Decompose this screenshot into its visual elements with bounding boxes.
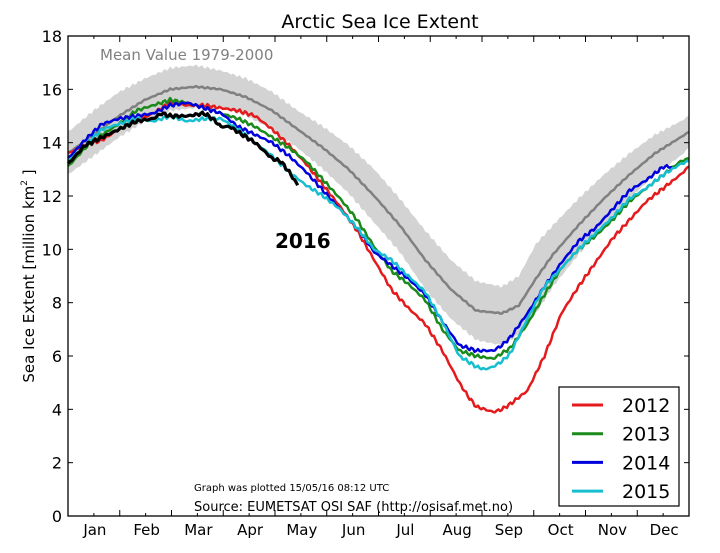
x-tick-label-apr: Apr	[237, 521, 264, 539]
legend: 2012 2013 2014 2015	[558, 386, 680, 507]
y-axis-label: Sea Ice Extent [million km2 ]	[20, 169, 38, 382]
year-2016-label: 2016	[275, 229, 331, 253]
x-tick-label-jan: Jan	[82, 521, 106, 539]
y-axis-label-main: Sea Ice Extent [million km	[20, 186, 38, 383]
y-tick-label: 10	[42, 240, 62, 259]
plot-area: 0 2 4 6 8 10 12 14 16 18 Jan Feb Mar Apr May Jun Jul Aug S…	[42, 27, 690, 539]
y-tick-label: 4	[52, 400, 62, 419]
mean-band-layer	[67, 64, 690, 347]
x-tick-label-sep: Sep	[495, 521, 523, 539]
chart-title: Arctic Sea Ice Extent	[281, 11, 478, 33]
series-line-2012	[67, 99, 690, 414]
x-tick-label-jun: Jun	[341, 521, 365, 539]
y-tick-label: 14	[42, 134, 62, 153]
plotted-timestamp: Graph was plotted 15/05/16 08:12 UTC	[194, 483, 389, 494]
series-line-2014	[67, 101, 673, 354]
series-line-2015	[67, 112, 690, 371]
y-tick-label: 6	[52, 347, 62, 366]
mean-range-band	[68, 64, 689, 347]
mean-line	[67, 84, 690, 315]
y-tick-label: 16	[42, 80, 62, 99]
x-tick-label-may: May	[286, 521, 317, 539]
x-tick-label-mar: Mar	[184, 521, 213, 539]
source-credit: Source: EUMETSAT OSI SAF (http://osisaf.…	[194, 500, 513, 515]
mean-value-label: Mean Value 1979-2000	[100, 46, 273, 64]
x-tick-label-aug: Aug	[442, 521, 471, 539]
series-layer	[66, 96, 690, 414]
y-tick-label: 2	[52, 454, 62, 473]
tick-layer: 0 2 4 6 8 10 12 14 16 18 Jan Feb Mar Apr May Jun Jul Aug S…	[42, 27, 690, 539]
x-tick-label-jul: Jul	[395, 521, 414, 539]
x-tick-label-feb: Feb	[133, 521, 160, 539]
x-tick-label-dec: Dec	[650, 521, 679, 539]
x-tick-label-nov: Nov	[598, 521, 627, 539]
y-tick-label: 18	[42, 27, 62, 46]
legend-label-2015: 2015	[622, 481, 670, 503]
series-line-2016	[66, 110, 300, 187]
y-tick-label: 0	[52, 507, 62, 526]
legend-box	[558, 386, 680, 507]
x-tick-label-oct: Oct	[548, 521, 574, 539]
y-tick-label: 8	[52, 294, 62, 313]
legend-label-2014: 2014	[622, 452, 670, 474]
y-axis-label-superscript: 2	[20, 180, 30, 186]
y-tick-label: 12	[42, 187, 62, 206]
legend-label-2013: 2013	[622, 424, 670, 446]
y-axis-label-end: ]	[20, 169, 38, 180]
svg-text:Sea Ice Extent [million km2 ]: Sea Ice Extent [million km2 ]	[20, 169, 38, 382]
legend-label-2012: 2012	[622, 395, 670, 417]
